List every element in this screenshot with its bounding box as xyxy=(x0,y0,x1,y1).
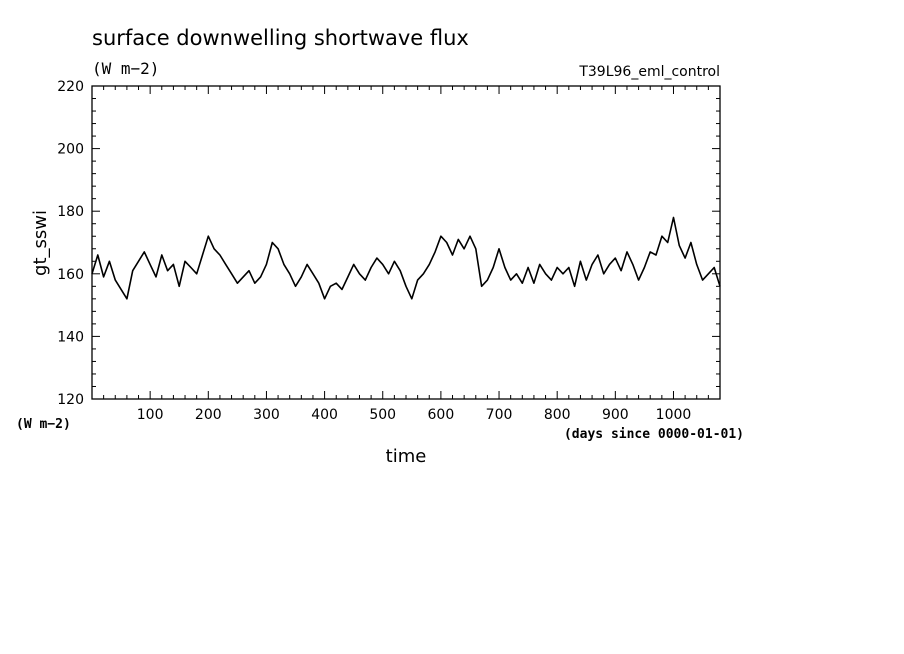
y-unit-label: (W m−2) xyxy=(16,417,71,432)
x-tick-label: 800 xyxy=(544,407,571,423)
y-tick-label: 180 xyxy=(57,204,84,220)
x-tick-label: 1000 xyxy=(656,407,692,423)
chart-title: surface downwelling shortwave flux xyxy=(92,26,469,50)
x-tick-label: 400 xyxy=(311,407,338,423)
plot-area xyxy=(91,85,721,400)
x-tick-label: 600 xyxy=(428,407,455,423)
x-tick-label: 100 xyxy=(137,407,164,423)
x-tick-label: 500 xyxy=(369,407,396,423)
x-tick-label: 200 xyxy=(195,407,222,423)
chart-subtitle: (W m−2) xyxy=(92,59,159,78)
run-label: T39L96_eml_control xyxy=(578,64,720,80)
plot-frame xyxy=(91,85,721,400)
series-line xyxy=(91,216,721,300)
tick-labels: 100 200 300 400 500 600 700 800 900 1000 120 140 160… xyxy=(57,79,691,423)
x-unit-label: (days since 0000-01-01) xyxy=(564,427,744,442)
axis-ticks xyxy=(92,86,720,399)
x-tick-label: 700 xyxy=(486,407,513,423)
y-tick-label: 200 xyxy=(57,142,84,158)
y-tick-label: 120 xyxy=(57,392,84,408)
x-tick-label: 300 xyxy=(253,407,280,423)
y-tick-label: 220 xyxy=(57,79,84,95)
y-axis-label: gt_sswi xyxy=(30,210,51,276)
x-tick-label: 900 xyxy=(602,407,629,423)
y-tick-label: 160 xyxy=(57,267,84,283)
x-axis-label: time xyxy=(386,446,427,467)
y-tick-label: 140 xyxy=(57,329,84,345)
